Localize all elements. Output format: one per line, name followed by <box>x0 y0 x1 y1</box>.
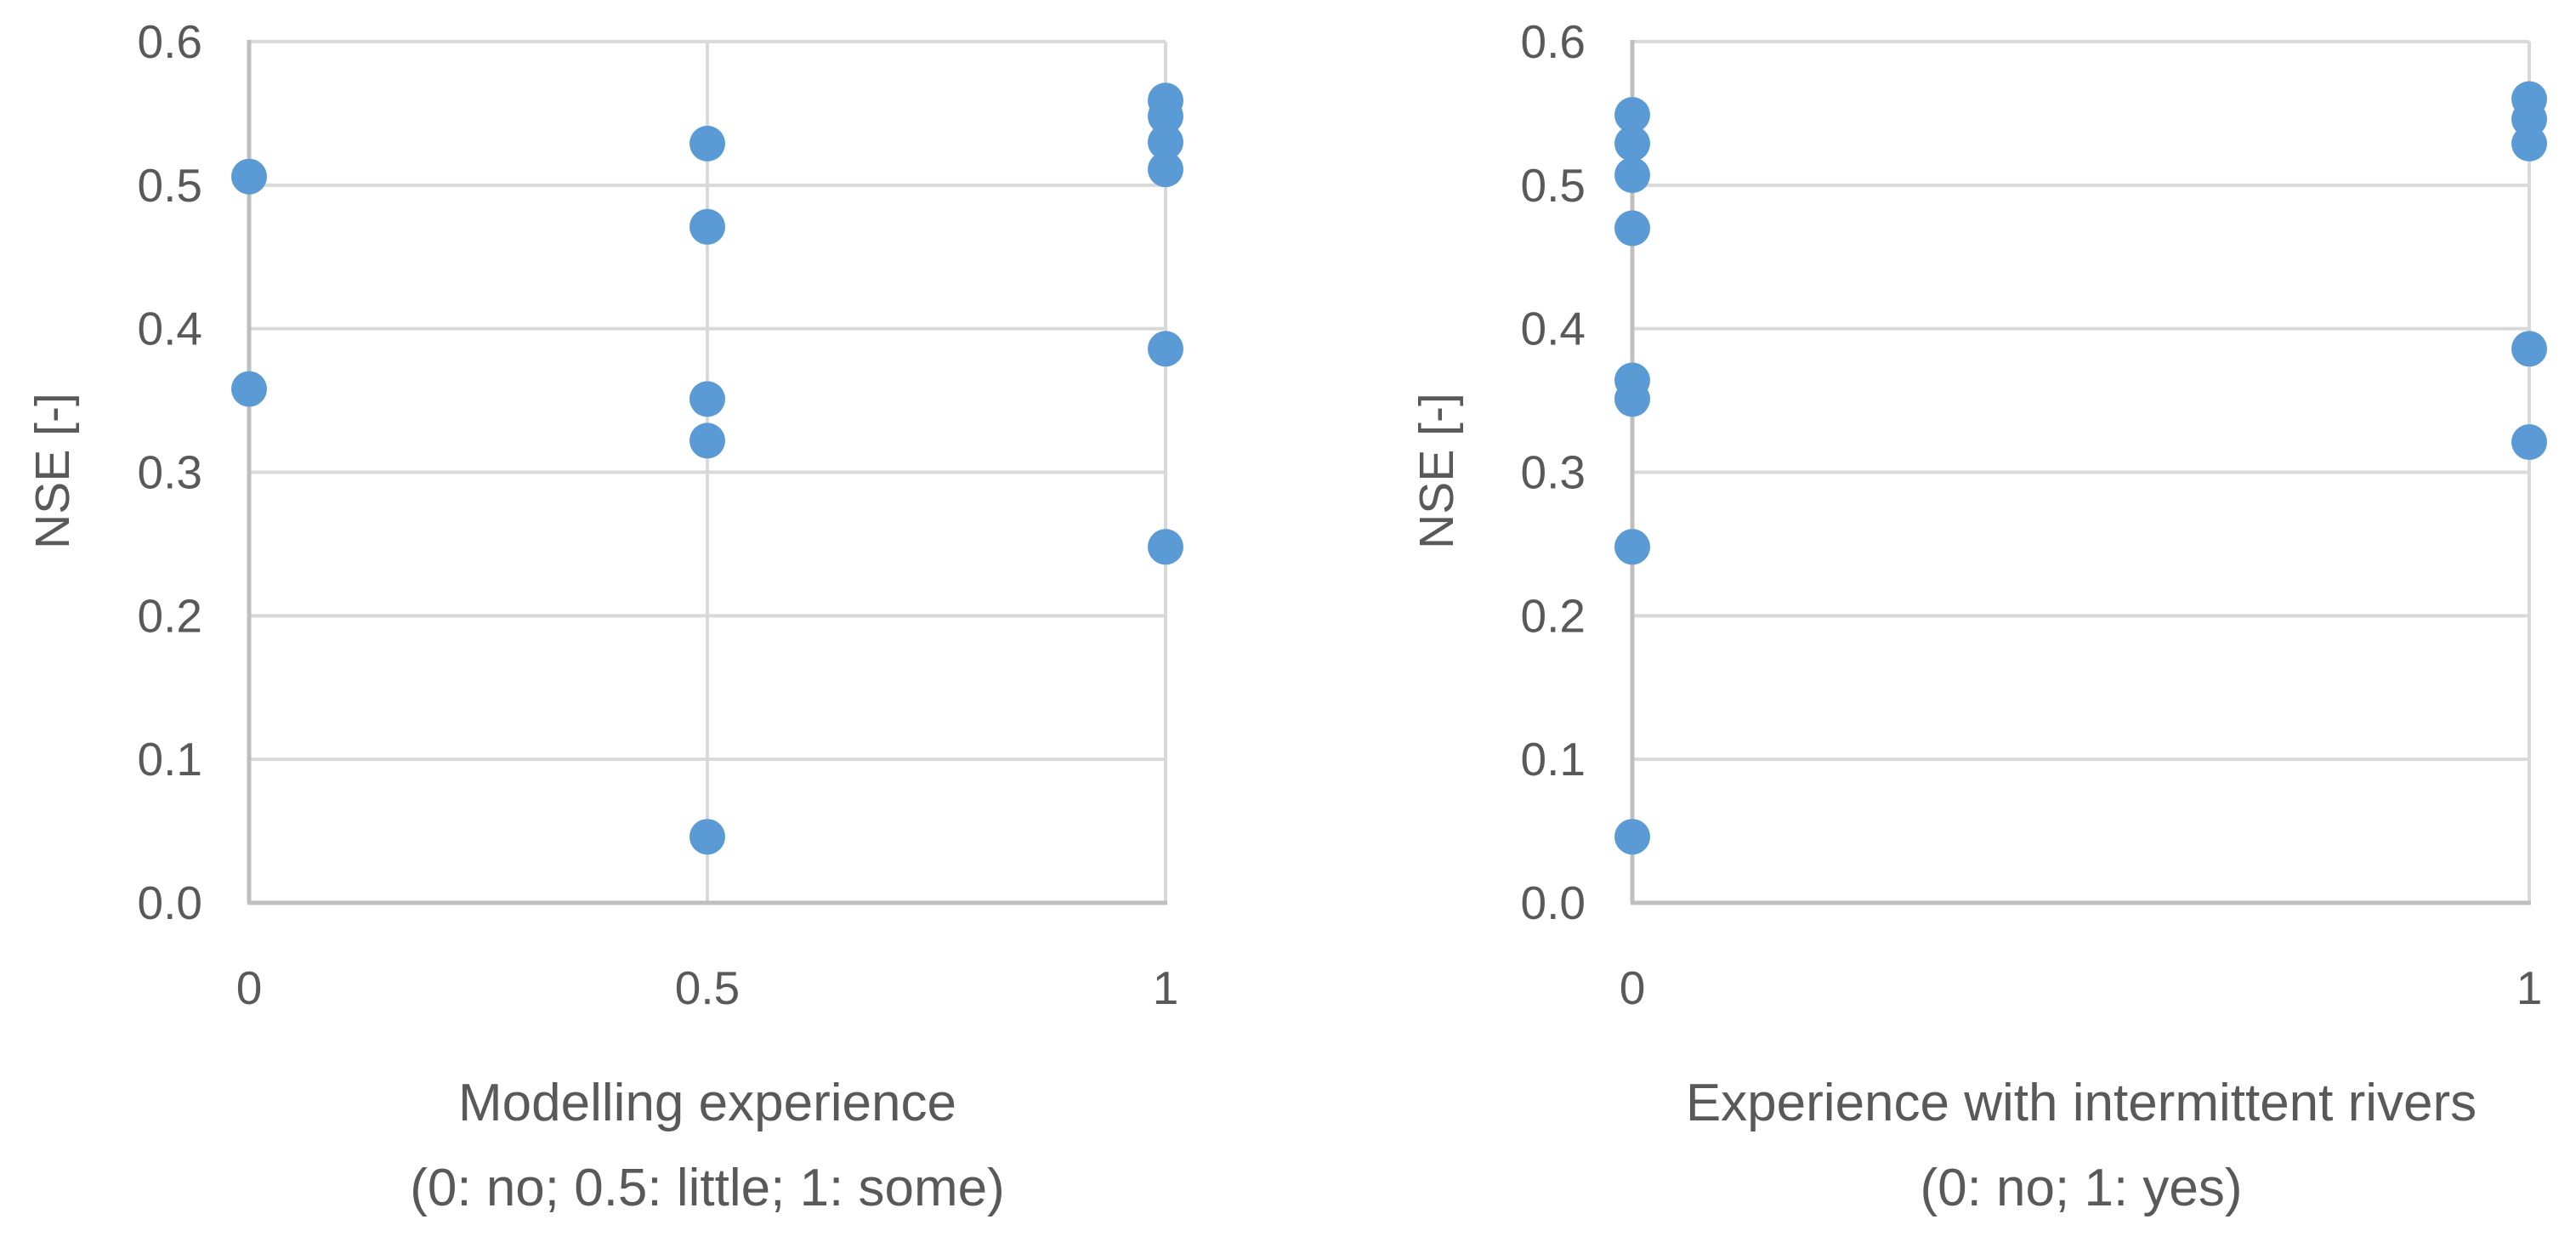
x-axis-title-right-line1: Experience with intermittent rivers <box>1685 1074 2477 1132</box>
y-tick-label: 0.3 <box>1521 446 1586 499</box>
data-point <box>1614 97 1650 133</box>
y-tick-label: 0.2 <box>1521 589 1586 642</box>
x-axis-title-left-line1: Modelling experience <box>458 1074 956 1132</box>
data-point <box>1148 151 1183 188</box>
data-point <box>1614 157 1650 194</box>
x-tick-label: 1 <box>2516 961 2543 1014</box>
y-axis-title-left: NSE [-] <box>26 392 80 549</box>
data-point <box>1148 529 1183 565</box>
y-tick-label: 0.6 <box>1521 15 1586 68</box>
data-point <box>1614 210 1650 247</box>
data-point <box>689 423 725 459</box>
y-tick-label: 0.5 <box>138 159 202 212</box>
y-tick-label: 0.1 <box>1521 733 1586 785</box>
data-point <box>231 371 267 407</box>
y-tick-label: 0.1 <box>138 733 202 785</box>
y-tick-label: 0.3 <box>138 446 202 499</box>
data-point <box>2511 125 2547 162</box>
y-tick-label: 0.0 <box>1521 876 1586 929</box>
data-point <box>689 208 725 245</box>
y-tick-label: 0.6 <box>138 15 202 68</box>
x-tick-label: 0 <box>236 961 263 1014</box>
data-point <box>2511 101 2547 138</box>
data-point <box>689 381 725 417</box>
x-axis-title-left-line2: (0: no; 0.5: little; 1: some) <box>410 1159 1005 1217</box>
x-axis-title-right-line2: (0: no; 1: yes) <box>1920 1159 2243 1217</box>
data-point <box>231 158 267 195</box>
data-point <box>1614 381 1650 417</box>
data-point <box>2511 424 2547 461</box>
data-point <box>1148 331 1183 367</box>
data-point <box>1614 819 1650 855</box>
y-tick-label: 0.4 <box>138 303 202 355</box>
y-tick-label: 0.2 <box>138 589 202 642</box>
x-tick-label: 1 <box>1153 961 1179 1014</box>
x-tick-label: 0.5 <box>675 961 740 1014</box>
y-tick-label: 0.4 <box>1521 303 1586 355</box>
data-point <box>1614 125 1650 162</box>
data-point <box>689 125 725 162</box>
data-point <box>1148 98 1183 134</box>
data-point <box>1614 529 1650 565</box>
data-point <box>2511 331 2547 367</box>
y-axis-title-right: NSE [-] <box>1410 392 1464 549</box>
data-point <box>1148 124 1183 161</box>
y-tick-label: 0.0 <box>138 876 202 929</box>
y-tick-label: 0.5 <box>1521 159 1586 212</box>
data-point <box>689 819 725 855</box>
x-tick-label: 0 <box>1620 961 1646 1014</box>
